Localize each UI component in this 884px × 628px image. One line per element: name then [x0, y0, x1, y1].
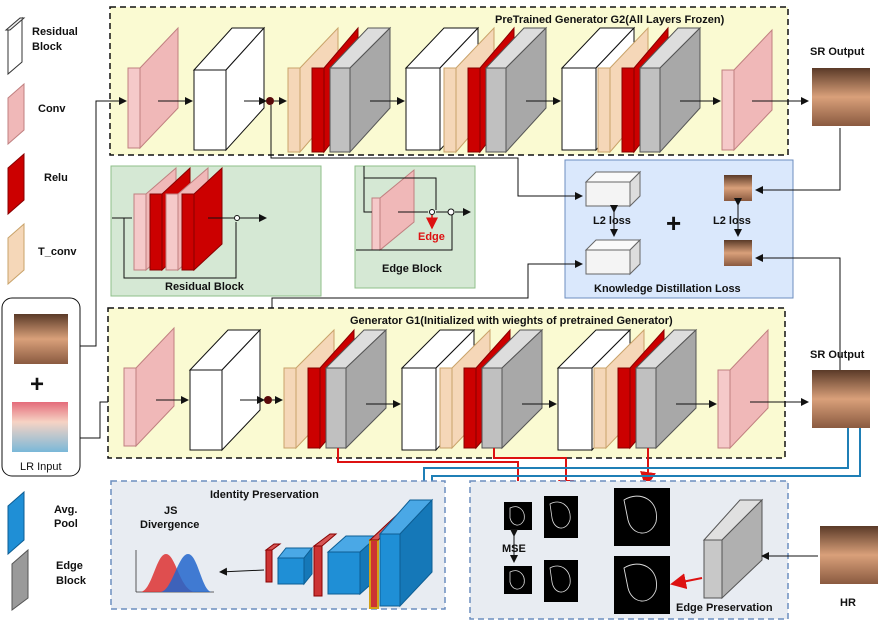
g2-blocks — [127, 26, 773, 154]
legend-avgpool-icon — [7, 490, 25, 556]
legend-relu-icon — [7, 152, 25, 216]
js-divergence-plot — [135, 550, 214, 593]
g1-title: Generator G1(Initialized with wieghts of… — [350, 315, 673, 327]
lr-input-anime-image — [12, 402, 68, 452]
legend-residual-icon — [4, 16, 26, 76]
legend-edge-icon — [11, 548, 29, 611]
lr-plus: + — [30, 371, 44, 398]
sr-output-top-label: SR Output — [810, 46, 865, 58]
g1-blocks — [123, 326, 769, 452]
legend-tconv-icon — [7, 222, 25, 286]
legend-avgpool-label-2: Pool — [54, 518, 78, 530]
residual-inset-label: Residual Block — [165, 281, 245, 293]
legend-conv-icon — [7, 82, 25, 146]
identity-title: Identity Preservation — [210, 489, 319, 501]
legend-tconv-label: T_conv — [38, 246, 77, 258]
identity-js-1: JS — [164, 505, 177, 517]
sr-output-bottom-label: SR Output — [810, 349, 865, 361]
legend-edge-label-2: Block — [56, 575, 87, 587]
legend-conv-label: Conv — [38, 103, 66, 115]
identity-network — [264, 498, 434, 609]
legend-edge-label-1: Edge — [56, 560, 83, 572]
kd-l2-right: L2 loss — [713, 215, 751, 227]
legend-residual-label-2: Block — [32, 41, 63, 53]
hr-image — [820, 526, 878, 584]
edge-inset-label: Edge Block — [382, 263, 443, 275]
lr-input-label: LR Input — [20, 461, 62, 473]
edge-preservation-block — [702, 498, 764, 600]
sr-output-bottom-image — [812, 370, 870, 428]
kd-l2-left: L2 loss — [593, 215, 631, 227]
legend: Residual Block Conv Relu T_conv Avg. Poo… — [4, 16, 87, 611]
kd-title: Knowledge Distillation Loss — [594, 283, 741, 295]
sr-output-top-image — [812, 68, 870, 126]
edge-mse-label: MSE — [502, 543, 526, 555]
g2-title: PreTrained Generator G2(All Layers Froze… — [495, 14, 725, 26]
edge-inset-drawing — [371, 168, 415, 252]
kd-cube-bottom — [584, 238, 642, 276]
edge-maps — [504, 488, 670, 614]
kd-face-top — [724, 175, 752, 201]
edge-inset-edge-label: Edge — [418, 231, 445, 243]
legend-avgpool-label-1: Avg. — [54, 504, 77, 516]
kd-cube-top — [584, 170, 642, 208]
legend-relu-label: Relu — [44, 172, 68, 184]
lr-input-face-image — [14, 314, 68, 364]
residual-inset-drawing — [133, 166, 223, 272]
identity-js-2: Divergence — [140, 519, 199, 531]
hr-label: HR — [840, 597, 856, 609]
kd-plus: + — [666, 208, 681, 238]
legend-residual-label-1: Residual — [32, 26, 78, 38]
edge-preservation-title: Edge Preservation — [676, 602, 773, 614]
kd-face-bottom — [724, 240, 752, 266]
